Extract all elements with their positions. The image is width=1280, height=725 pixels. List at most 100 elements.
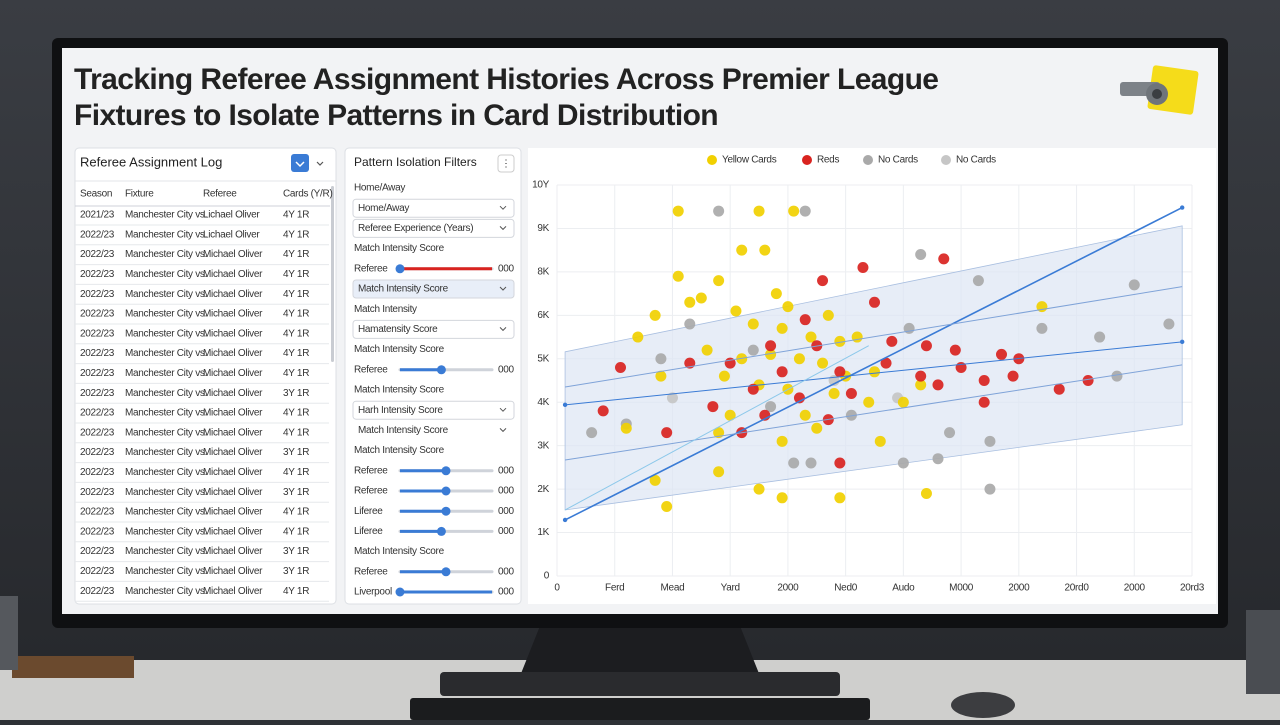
legend-swatch: [802, 155, 812, 165]
keyboard: [410, 698, 870, 720]
data-point: [632, 331, 644, 343]
table-cell: 2022/23: [80, 269, 115, 280]
slider-knob[interactable]: [436, 526, 446, 536]
table-cell: 2022/23: [80, 566, 115, 577]
data-point: [869, 366, 880, 378]
trend-end: [562, 402, 568, 408]
data-point: [932, 379, 944, 391]
x-tick-label: Ned0: [834, 583, 857, 594]
page-title: Fixtures to Isolate Patterns in Card Dis…: [74, 99, 718, 132]
table-cell: Michael Oliver: [203, 249, 263, 260]
table-cell: Manchester City vs.: [125, 566, 207, 577]
data-point: [666, 392, 678, 404]
y-tick-label: 0: [544, 571, 550, 582]
select-box[interactable]: [352, 319, 515, 339]
table-cell: 2022/23: [80, 586, 115, 597]
data-point: [776, 366, 788, 378]
data-point: [845, 409, 857, 421]
table-cell: Manchester City vs.: [125, 427, 207, 438]
table-cell: 2022/23: [80, 447, 115, 458]
data-point: [684, 296, 696, 308]
slider-knob[interactable]: [441, 567, 451, 577]
logo: [1120, 65, 1199, 115]
data-point: [770, 288, 782, 300]
data-point: [765, 348, 777, 360]
data-point: [713, 275, 725, 287]
data-point: [753, 483, 765, 495]
data-point: [799, 409, 811, 421]
select-box[interactable]: [352, 218, 515, 238]
select-box[interactable]: [352, 279, 515, 299]
table-cell: 3Y 1R: [283, 447, 309, 458]
slider-label: Referee: [354, 364, 388, 375]
table-cell: Manchester City vs.: [125, 229, 207, 240]
table-cell: Lichael Oliver: [203, 229, 260, 240]
x-tick-label: 20rd3: [1180, 583, 1205, 594]
select-box[interactable]: [352, 198, 515, 218]
menu-button[interactable]: [497, 154, 515, 173]
table-cell: 4Y 1R: [283, 269, 309, 280]
data-point: [776, 322, 788, 334]
data-point: [817, 275, 829, 287]
select-box[interactable]: [352, 400, 515, 420]
table-cell: Michael Oliver: [203, 447, 263, 458]
slider-knob[interactable]: [441, 466, 451, 476]
data-point: [996, 348, 1007, 360]
data-point: [903, 322, 915, 334]
table-cell: 4Y 1R: [283, 328, 309, 339]
table-cell: Lichael Oliver: [203, 210, 260, 221]
table-cell: Manchester City vs.: [125, 289, 207, 300]
data-point: [695, 292, 707, 304]
data-point: [788, 205, 800, 217]
data-point: [874, 435, 886, 447]
slider-label: Referee: [354, 465, 388, 476]
data-point: [938, 253, 950, 265]
table-cell: 4Y 1R: [283, 526, 309, 537]
slider-knob[interactable]: [441, 506, 451, 516]
table-cell: Manchester City vs.: [125, 269, 207, 280]
table-cell: 4Y 1R: [283, 368, 309, 379]
page-title: Tracking Referee Assignment Histories Ac…: [74, 63, 938, 96]
chevron: [499, 407, 507, 412]
table-cell: Manchester City vs.: [125, 328, 207, 339]
dropdown-button[interactable]: [291, 154, 309, 172]
slider-knob[interactable]: [395, 264, 405, 274]
data-point: [1007, 370, 1019, 382]
select-label: Match Intensity Score: [358, 284, 449, 295]
table-cell: Michael Oliver: [203, 566, 263, 577]
slider-knob[interactable]: [436, 365, 446, 375]
data-point: [788, 457, 800, 469]
table-cell: Manchester City vs.: [125, 408, 207, 419]
slider-value: 000: [498, 364, 515, 375]
table-cell: 4Y 1R: [283, 249, 309, 260]
table-cell: 4Y 1R: [283, 348, 309, 359]
table-cell: 2022/23: [80, 526, 115, 537]
slider-label: Referee: [354, 263, 388, 274]
column-header: Referee: [203, 189, 237, 200]
data-point: [713, 466, 725, 478]
data-point: [707, 401, 719, 413]
filter-label: Home/Away: [354, 183, 405, 194]
data-point: [1036, 322, 1048, 334]
data-point: [920, 487, 932, 499]
x-tick-label: 2000: [1124, 583, 1146, 594]
data-point: [655, 370, 667, 382]
table-cell: Michael Oliver: [203, 328, 263, 339]
table-cell: 4Y 1R: [283, 507, 309, 518]
log-panel: [74, 147, 337, 605]
table-cell: 2022/23: [80, 309, 115, 320]
table-cell: Manchester City vs.: [125, 526, 207, 537]
data-point: [672, 270, 684, 282]
table-cell: Manchester City vs.: [125, 586, 207, 597]
data-point: [730, 305, 742, 317]
trend-end: [1179, 205, 1185, 210]
data-point: [718, 370, 730, 382]
table-cell: 3Y 1R: [283, 487, 309, 498]
select-label: Match Intensity Score: [358, 425, 449, 436]
slider-knob[interactable]: [441, 486, 451, 496]
legend-label: Reds: [817, 155, 839, 166]
data-point: [972, 275, 984, 287]
slider-knob[interactable]: [395, 587, 405, 597]
table-cell: 2022/23: [80, 546, 115, 557]
